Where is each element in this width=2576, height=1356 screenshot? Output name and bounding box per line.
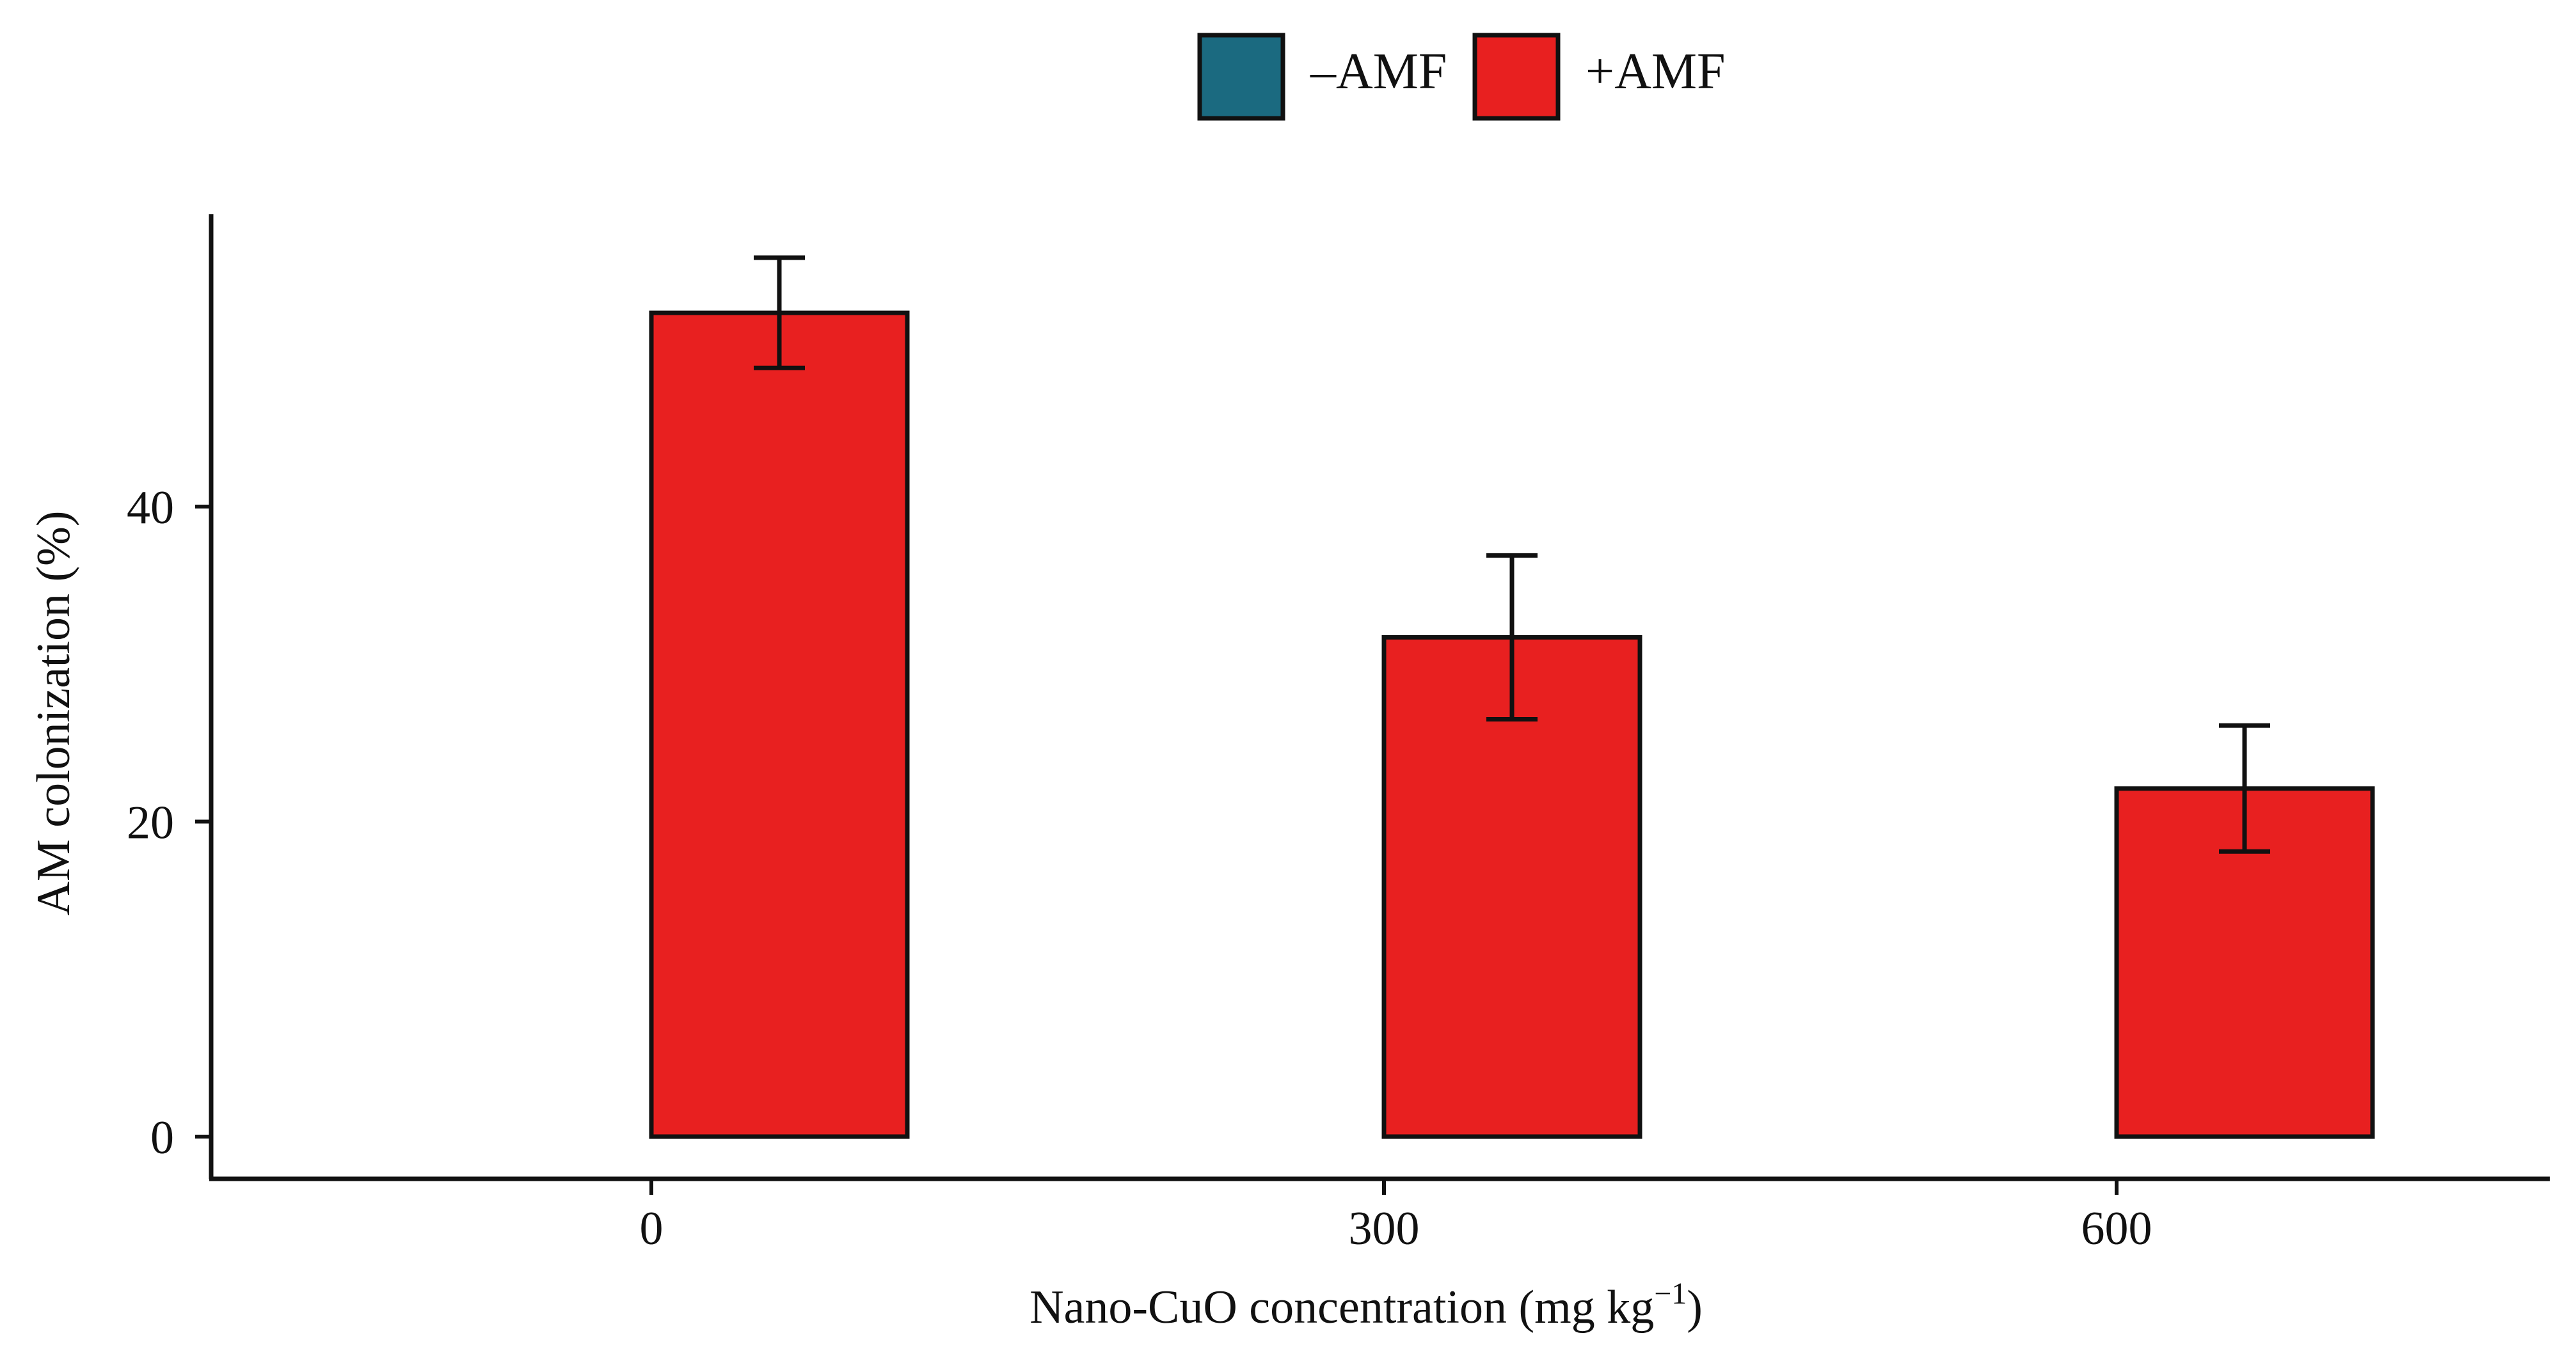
bars xyxy=(649,310,2375,1139)
x-ticks: 0 300 600 xyxy=(640,1179,2152,1255)
y-tick-label: 0 xyxy=(150,1112,174,1164)
x-axis-title-superscript: −1 xyxy=(1654,1277,1687,1311)
y-tick-label: 40 xyxy=(127,482,174,534)
x-axis-title-suffix: ) xyxy=(1687,1281,1703,1334)
legend: –AMF +AMF xyxy=(1197,33,1726,121)
error-bars xyxy=(754,255,2270,854)
x-axis-title: Nano-CuO concentration (mg kg−1) xyxy=(1030,1277,1703,1334)
x-tick-label: 0 xyxy=(640,1202,664,1255)
y-axis-title: AM colonization (%) xyxy=(28,511,80,916)
x-axis-title-main: Nano-CuO concentration (mg kg xyxy=(1030,1281,1654,1334)
legend-swatch-plus-amf xyxy=(1472,33,1561,121)
y-tick-label: 20 xyxy=(127,797,174,849)
bar-plus-amf xyxy=(649,310,910,1139)
legend-label-minus-amf: –AMF xyxy=(1310,43,1447,100)
y-ticks: 0 20 40 xyxy=(127,482,211,1164)
x-tick-label: 300 xyxy=(1349,1202,1420,1255)
legend-swatch-minus-amf xyxy=(1197,33,1285,121)
legend-label-plus-amf: +AMF xyxy=(1586,43,1726,100)
x-tick-label: 600 xyxy=(2081,1202,2152,1255)
